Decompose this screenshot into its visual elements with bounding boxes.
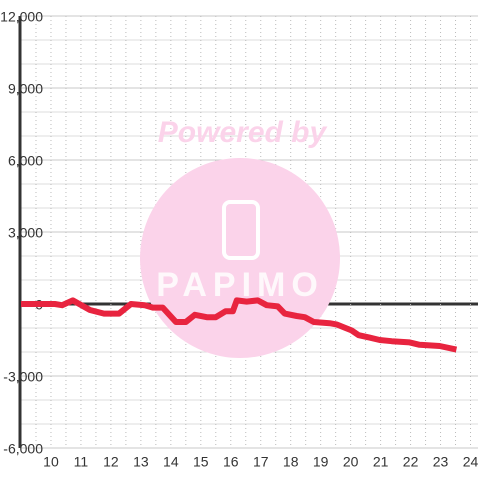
y-tick-label: -6,000 bbox=[3, 441, 43, 457]
x-tick-label: 15 bbox=[193, 454, 209, 470]
watermark-icon bbox=[222, 200, 260, 260]
watermark: Powered by PAPIMO bbox=[140, 116, 340, 358]
x-tick-label: 21 bbox=[373, 454, 389, 470]
y-tick-label: -3,000 bbox=[3, 369, 43, 385]
x-tick-label: 17 bbox=[253, 454, 269, 470]
x-tick-label: 20 bbox=[343, 454, 359, 470]
x-tick-label: 18 bbox=[283, 454, 299, 470]
data-line bbox=[21, 297, 458, 353]
x-tick-label: 14 bbox=[163, 454, 179, 470]
watermark-text: Powered by bbox=[158, 116, 328, 149]
x-tick-label: 24 bbox=[463, 454, 479, 470]
x-tick-label: 13 bbox=[133, 454, 149, 470]
x-tick-label: 10 bbox=[43, 454, 59, 470]
x-tick-label: 16 bbox=[223, 454, 239, 470]
x-tick-label: 11 bbox=[74, 454, 89, 470]
y-tick-label: 6,000 bbox=[8, 153, 43, 169]
x-tick-label: 19 bbox=[313, 454, 329, 470]
x-tick-label: 12 bbox=[103, 454, 119, 470]
y-tick-label: 12,000 bbox=[0, 9, 43, 25]
x-tick-label: 23 bbox=[433, 454, 449, 470]
y-tick-label: 3,000 bbox=[8, 225, 43, 241]
x-tick-label: 22 bbox=[403, 454, 419, 470]
y-tick-label: 9,000 bbox=[8, 81, 43, 97]
